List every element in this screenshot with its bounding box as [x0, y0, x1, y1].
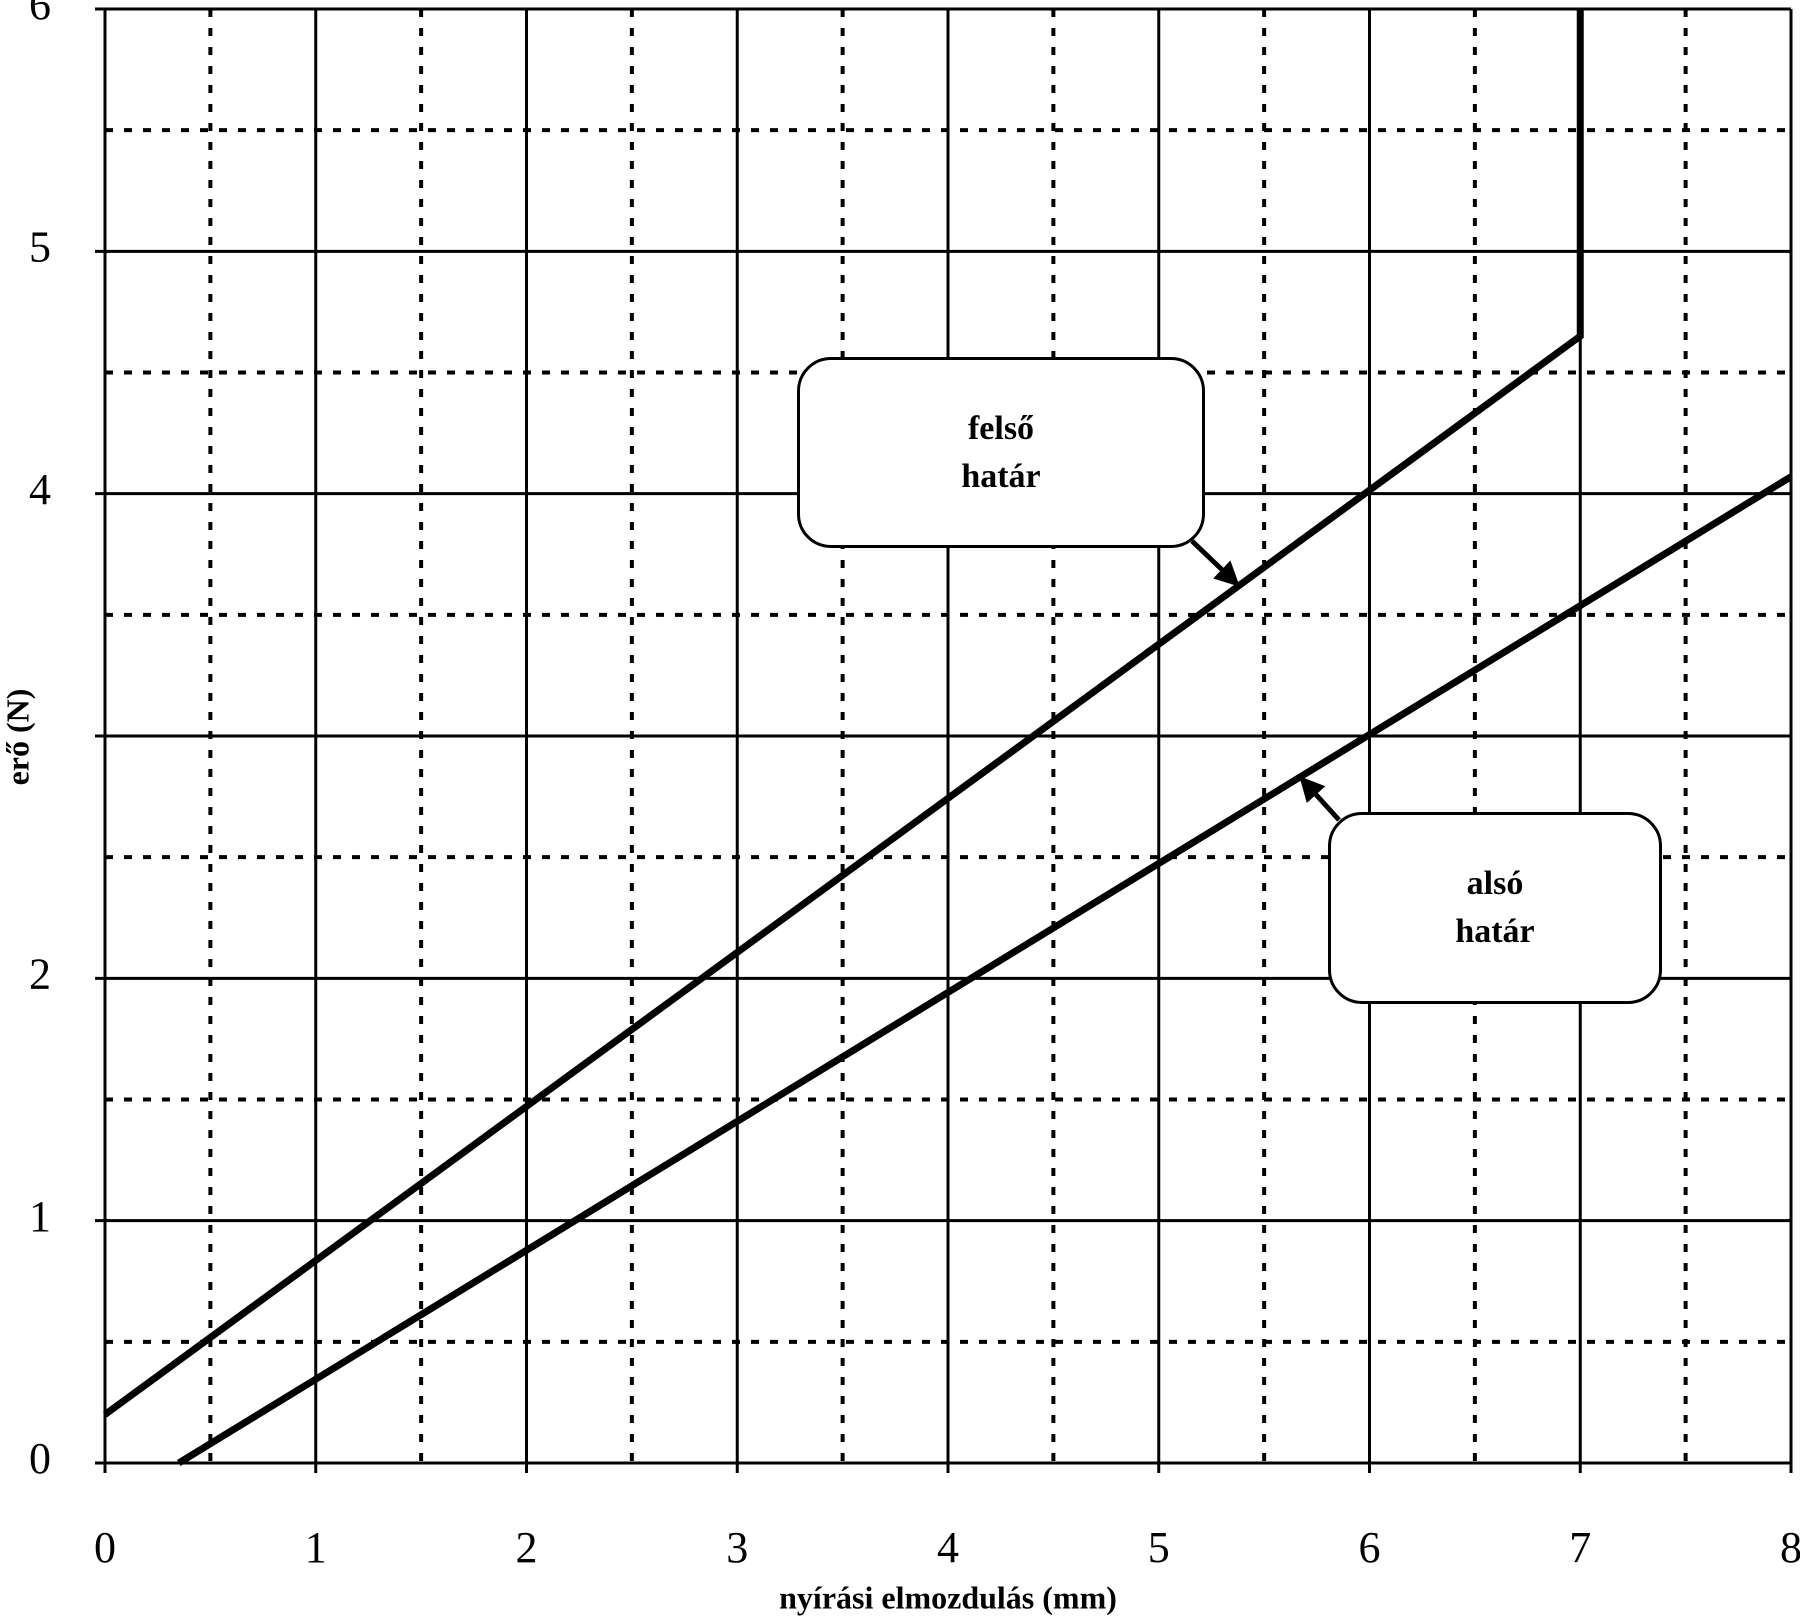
x-tick-label: 0 — [94, 1523, 116, 1572]
annotation-text: alsó határ — [1455, 865, 1535, 950]
lines — [102, 9, 1793, 1466]
annotation: alsó határ — [1328, 812, 1662, 1004]
x-tick-label: 1 — [305, 1523, 327, 1572]
x-tick-label: 4 — [937, 1523, 959, 1572]
x-tick-label: 7 — [1569, 1523, 1591, 1572]
y-axis-title: erő (N) — [0, 689, 35, 786]
y-tick-label: 6 — [29, 0, 51, 29]
x-tick-label: 2 — [516, 1523, 538, 1572]
x-tick-label: 5 — [1148, 1523, 1170, 1572]
series-line — [176, 473, 1793, 1466]
arrow — [1299, 776, 1341, 822]
y-tick-label: 2 — [29, 949, 51, 998]
x-tick-label: 6 — [1359, 1523, 1381, 1572]
y-tick-label: 4 — [29, 465, 51, 514]
y-tick-label: 0 — [29, 1434, 51, 1483]
y-tick-label: 5 — [29, 222, 51, 271]
x-tick-label: 8 — [1780, 1523, 1800, 1572]
x-axis-title: nyírási elmozdulás (mm) — [779, 1579, 1117, 1615]
annotation-text: felső határ — [961, 409, 1041, 495]
series-line — [102, 9, 1584, 1418]
annotation: felső határ — [797, 357, 1205, 548]
arrow — [1190, 539, 1240, 587]
x-tick-label: 3 — [726, 1523, 748, 1572]
grid — [95, 7, 1793, 1473]
y-tick-label: 1 — [29, 1192, 51, 1241]
